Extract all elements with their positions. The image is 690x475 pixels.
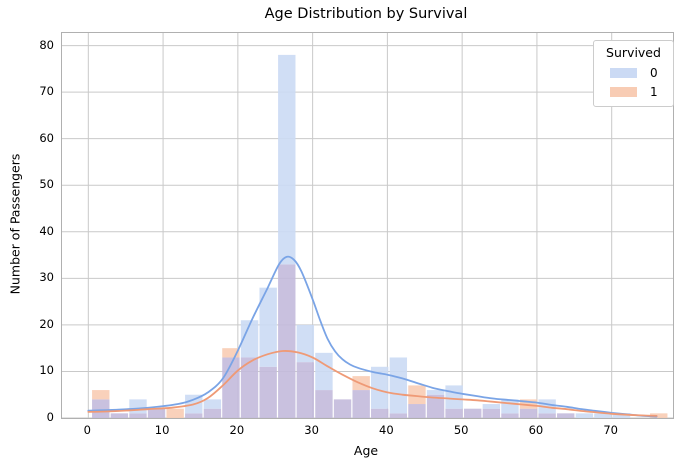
- legend-title: Survived: [606, 45, 661, 60]
- histogram-bar-overlap: [482, 408, 501, 418]
- y-tick-label: 20: [39, 316, 54, 331]
- histogram-bar-overlap: [538, 413, 556, 418]
- y-tick-label: 80: [39, 37, 54, 52]
- y-tick-label: 70: [39, 84, 54, 99]
- histogram-bar-overlap: [259, 366, 277, 418]
- x-tick-label: 10: [154, 423, 170, 437]
- histogram-bar-survived-0: [278, 54, 296, 265]
- x-tick-label: 40: [379, 423, 394, 437]
- histogram-bar-survived-1: [650, 413, 668, 418]
- histogram-bar-overlap: [519, 408, 538, 418]
- kde-curve-survived-1: [87, 350, 658, 417]
- x-tick-label: 20: [229, 423, 245, 437]
- chart-title: Age Distribution by Survival: [264, 6, 468, 22]
- histogram-bar-overlap: [110, 413, 129, 418]
- y-tick-label: 0: [46, 410, 54, 424]
- legend-label-survived-0: 0: [650, 65, 658, 80]
- histogram-bar-overlap: [185, 413, 203, 418]
- histogram-bar-survived-1: [519, 399, 538, 409]
- histogram-bar-survived-0: [389, 357, 408, 414]
- histogram-bar-overlap: [278, 264, 296, 418]
- histogram-bar-overlap: [203, 408, 222, 418]
- y-tick-label: 50: [39, 177, 54, 192]
- legend: Survived 0 1: [593, 40, 674, 107]
- histogram-bar-survived-0: [240, 320, 259, 358]
- histogram-bar-overlap: [371, 408, 389, 418]
- legend-label-survived-1: 1: [650, 84, 658, 99]
- legend-item-survived-1: 1: [594, 82, 673, 101]
- legend-item-survived-0: 0: [594, 63, 673, 82]
- histogram-bar-survived-0: [129, 399, 147, 414]
- histogram-bar-overlap: [147, 408, 166, 418]
- x-tick-label: 70: [603, 423, 619, 437]
- histogram-bar-survived-1: [166, 408, 184, 418]
- x-axis-label: Age: [353, 443, 379, 458]
- histogram-bar-overlap: [501, 413, 519, 418]
- y-tick-label: 10: [39, 363, 54, 378]
- histogram-bar-survived-0: [575, 413, 594, 418]
- histogram-bar-survived-0: [315, 352, 333, 391]
- histogram-bar-overlap: [389, 413, 408, 418]
- histogram-bar-overlap: [240, 357, 259, 418]
- y-axis-label: Number of Passengers: [7, 153, 23, 295]
- histogram-bar-overlap: [408, 404, 426, 418]
- histogram-bar-overlap: [557, 413, 575, 418]
- histogram-bar-overlap: [426, 394, 445, 418]
- histogram-bar-overlap: [296, 362, 315, 418]
- kde-curve-survived-0: [87, 255, 658, 418]
- histogram-bar-overlap: [464, 408, 482, 418]
- histogram-bar-survived-1: [92, 390, 110, 400]
- histogram-bar-survived-0: [426, 390, 445, 395]
- plot-area: [61, 32, 674, 419]
- histogram-bar-survived-0: [482, 404, 501, 409]
- y-tick-label: 60: [39, 130, 54, 145]
- histogram-bar-survived-0: [612, 413, 631, 418]
- legend-swatch-survived-0: [610, 67, 637, 78]
- y-tick-label: 30: [39, 270, 54, 285]
- histogram-bar-survived-0: [594, 413, 612, 418]
- x-tick-label: 30: [304, 423, 319, 437]
- histogram-bar-overlap: [92, 399, 110, 418]
- x-tick-label: 50: [453, 423, 469, 437]
- histogram-bar-overlap: [222, 357, 240, 418]
- legend-swatch-survived-1: [610, 86, 637, 97]
- histogram-bar-survived-1: [222, 348, 240, 358]
- histogram-bar-overlap: [333, 399, 352, 418]
- y-tick-label: 40: [39, 223, 54, 238]
- histogram-bar-survived-0: [203, 399, 222, 409]
- histogram-bar-overlap: [445, 408, 463, 418]
- histogram-canvas: [62, 33, 673, 418]
- histogram-bar-survived-0: [259, 287, 277, 367]
- histogram-bar-overlap: [129, 413, 147, 418]
- x-tick-label: 60: [528, 423, 544, 437]
- histogram-bar-survived-0: [371, 366, 389, 409]
- histogram-bar-survived-1: [408, 385, 426, 405]
- x-tick-label: 0: [83, 423, 91, 437]
- histogram-bar-overlap: [352, 390, 370, 418]
- histogram-bar-survived-0: [445, 385, 463, 409]
- histogram-bar-overlap: [315, 390, 333, 418]
